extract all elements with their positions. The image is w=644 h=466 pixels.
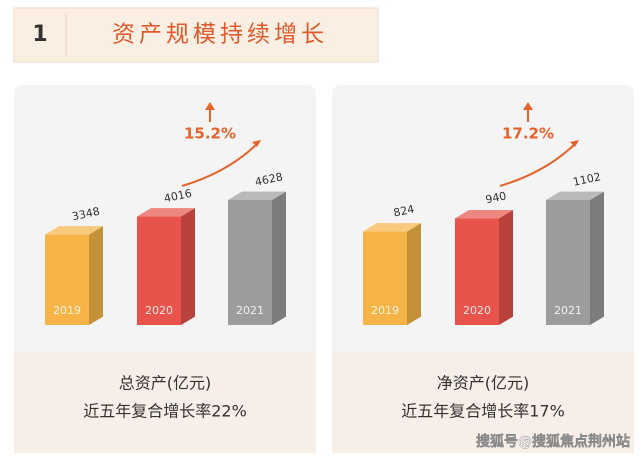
caption-panel [14, 352, 316, 453]
up-arrow-head [523, 102, 533, 110]
bar [363, 231, 407, 325]
bar-side-shade [89, 226, 103, 325]
growth-rate: 17.2% [502, 125, 554, 143]
value-label: 824 [392, 203, 415, 220]
value-label: 940 [484, 189, 507, 206]
bar-top-light [137, 208, 195, 217]
bar-side [407, 223, 421, 325]
header-number: 1 [32, 22, 47, 47]
value-label: 1102 [572, 170, 602, 189]
category-label: 2021 [236, 304, 264, 317]
bar-side [272, 191, 286, 325]
bar-top-light [546, 191, 604, 200]
watermark: 搜狐号@搜狐焦点荆州站 [476, 433, 630, 450]
value-label: 4628 [254, 170, 284, 189]
bar [228, 200, 272, 325]
bar [455, 218, 499, 325]
bar-side [499, 209, 513, 325]
category-label: 2021 [554, 304, 582, 317]
bar [45, 234, 89, 325]
growth-curve-head [570, 140, 579, 147]
bar-side-shade [272, 191, 286, 325]
growth-curve-head [252, 140, 261, 147]
bar-top [137, 208, 195, 217]
caption: 净资产(亿元) [437, 374, 530, 393]
category-label: 2020 [463, 304, 491, 317]
note: 近五年复合增长率22% [83, 402, 247, 421]
value-label: 3348 [71, 205, 101, 224]
bar-top [228, 191, 286, 200]
bar-side-shade [590, 191, 604, 325]
caption: 总资产(亿元) [119, 374, 212, 393]
bar-top-light [363, 223, 421, 232]
charts: 总资产(亿元) 近五年复合增长率22% 15.2% 3348 2019 4016 2020 4… [14, 85, 634, 453]
value-label: 4016 [163, 187, 193, 206]
note: 近五年复合增长率17% [401, 402, 565, 421]
bar-top [455, 209, 513, 219]
category-label: 2020 [145, 304, 173, 317]
bar-top-light [228, 191, 286, 200]
up-arrow-head [205, 102, 215, 110]
bar-top [363, 223, 421, 232]
bar-side-shade [407, 223, 421, 325]
bar-side [181, 208, 195, 325]
header-title: 资产规模持续增长 [112, 22, 328, 48]
caption-panel [332, 352, 634, 453]
bar [546, 200, 590, 325]
bar-top-light [455, 209, 513, 219]
bar-top [45, 226, 103, 235]
category-label: 2019 [371, 304, 399, 317]
header-box [13, 7, 379, 63]
growth-rate: 15.2% [184, 125, 236, 143]
growth-curve [181, 141, 260, 187]
bar-side-shade [499, 209, 513, 325]
bar-side-shade [181, 208, 195, 325]
category-label: 2019 [53, 304, 81, 317]
bar-side [590, 191, 604, 325]
bar-top [546, 191, 604, 200]
bar-side [89, 226, 103, 325]
bar-top-light [45, 226, 103, 235]
bar [137, 216, 181, 325]
growth-curve [499, 141, 578, 187]
